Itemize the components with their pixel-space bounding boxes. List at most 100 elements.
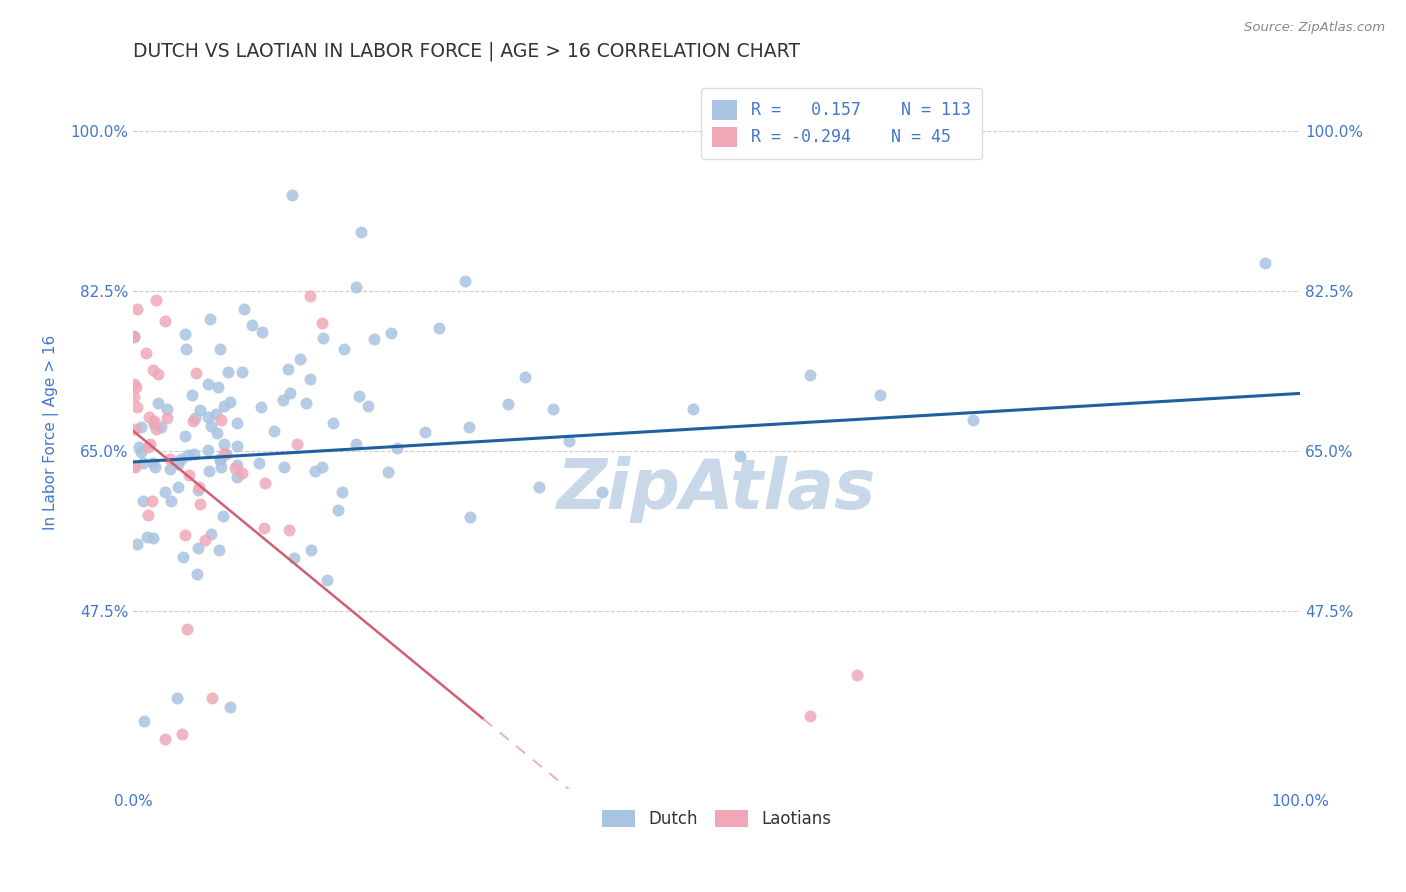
Point bbox=[200, 419, 222, 434]
Point bbox=[124, 422, 146, 436]
Point bbox=[129, 445, 152, 459]
Point bbox=[142, 363, 165, 377]
Y-axis label: In Labor Force | Age > 16: In Labor Force | Age > 16 bbox=[44, 335, 59, 531]
Point bbox=[142, 417, 165, 431]
Point bbox=[233, 302, 256, 317]
Text: DUTCH VS LAOTIAN IN LABOR FORCE | AGE > 16 CORRELATION CHART: DUTCH VS LAOTIAN IN LABOR FORCE | AGE > … bbox=[134, 42, 800, 62]
Point bbox=[330, 484, 353, 499]
Point bbox=[174, 527, 197, 541]
Point bbox=[299, 543, 322, 558]
Point bbox=[197, 409, 219, 424]
Point bbox=[217, 364, 239, 378]
Point bbox=[350, 225, 373, 239]
Point bbox=[304, 464, 326, 478]
Point bbox=[377, 465, 399, 479]
Point bbox=[316, 573, 339, 587]
Point bbox=[187, 480, 209, 494]
Point bbox=[145, 422, 167, 436]
Point bbox=[347, 389, 370, 403]
Point bbox=[132, 494, 155, 508]
Point bbox=[869, 387, 891, 401]
Point bbox=[131, 456, 153, 470]
Point bbox=[225, 458, 247, 473]
Point bbox=[159, 452, 181, 467]
Point bbox=[200, 690, 222, 705]
Point bbox=[173, 429, 195, 443]
Point bbox=[153, 731, 176, 746]
Point bbox=[799, 368, 821, 383]
Point bbox=[263, 424, 285, 438]
Point bbox=[427, 321, 450, 335]
Point bbox=[231, 466, 253, 480]
Point bbox=[271, 393, 294, 408]
Point bbox=[149, 420, 172, 434]
Point bbox=[280, 386, 302, 401]
Point bbox=[197, 377, 219, 392]
Point bbox=[214, 446, 236, 460]
Point bbox=[295, 396, 318, 410]
Point bbox=[177, 448, 200, 462]
Point bbox=[167, 458, 190, 472]
Point bbox=[513, 370, 536, 384]
Point bbox=[283, 550, 305, 565]
Point bbox=[179, 468, 201, 483]
Point bbox=[142, 531, 165, 545]
Point bbox=[122, 330, 145, 344]
Point bbox=[184, 366, 207, 380]
Point bbox=[558, 434, 581, 448]
Point bbox=[136, 508, 159, 522]
Point bbox=[541, 401, 564, 416]
Point bbox=[135, 530, 157, 544]
Point bbox=[198, 312, 221, 326]
Point bbox=[458, 420, 481, 434]
Point bbox=[344, 280, 367, 294]
Point bbox=[181, 414, 204, 428]
Point bbox=[312, 330, 335, 344]
Point bbox=[194, 533, 217, 547]
Point bbox=[225, 470, 247, 484]
Point bbox=[122, 377, 145, 392]
Point bbox=[253, 521, 276, 535]
Point bbox=[208, 543, 231, 558]
Point bbox=[591, 484, 613, 499]
Point bbox=[247, 456, 270, 470]
Point bbox=[146, 367, 169, 381]
Point bbox=[458, 510, 481, 524]
Point bbox=[208, 453, 231, 467]
Point bbox=[962, 413, 984, 427]
Point bbox=[273, 459, 295, 474]
Point bbox=[380, 326, 402, 341]
Point bbox=[496, 397, 519, 411]
Point bbox=[145, 293, 167, 307]
Point bbox=[167, 479, 190, 493]
Point bbox=[174, 343, 197, 357]
Point bbox=[250, 325, 273, 339]
Point bbox=[215, 447, 238, 461]
Text: Source: ZipAtlas.com: Source: ZipAtlas.com bbox=[1244, 21, 1385, 34]
Point bbox=[281, 188, 304, 202]
Point bbox=[125, 400, 148, 414]
Point bbox=[240, 318, 263, 333]
Point bbox=[148, 396, 170, 410]
Point bbox=[277, 362, 299, 376]
Point bbox=[209, 452, 232, 467]
Point bbox=[285, 436, 308, 450]
Point bbox=[212, 437, 235, 451]
Point bbox=[207, 425, 229, 440]
Point bbox=[250, 400, 273, 414]
Point bbox=[298, 372, 321, 386]
Point bbox=[728, 450, 751, 464]
Point bbox=[198, 464, 221, 478]
Point bbox=[799, 709, 821, 723]
Point bbox=[184, 411, 207, 425]
Point bbox=[207, 380, 229, 394]
Point bbox=[166, 690, 188, 705]
Text: ZipAtlas: ZipAtlas bbox=[557, 456, 876, 524]
Point bbox=[197, 442, 219, 457]
Point bbox=[333, 343, 356, 357]
Point bbox=[387, 441, 409, 455]
Point bbox=[188, 497, 211, 511]
Point bbox=[299, 288, 322, 302]
Point bbox=[172, 727, 194, 741]
Point bbox=[132, 714, 155, 728]
